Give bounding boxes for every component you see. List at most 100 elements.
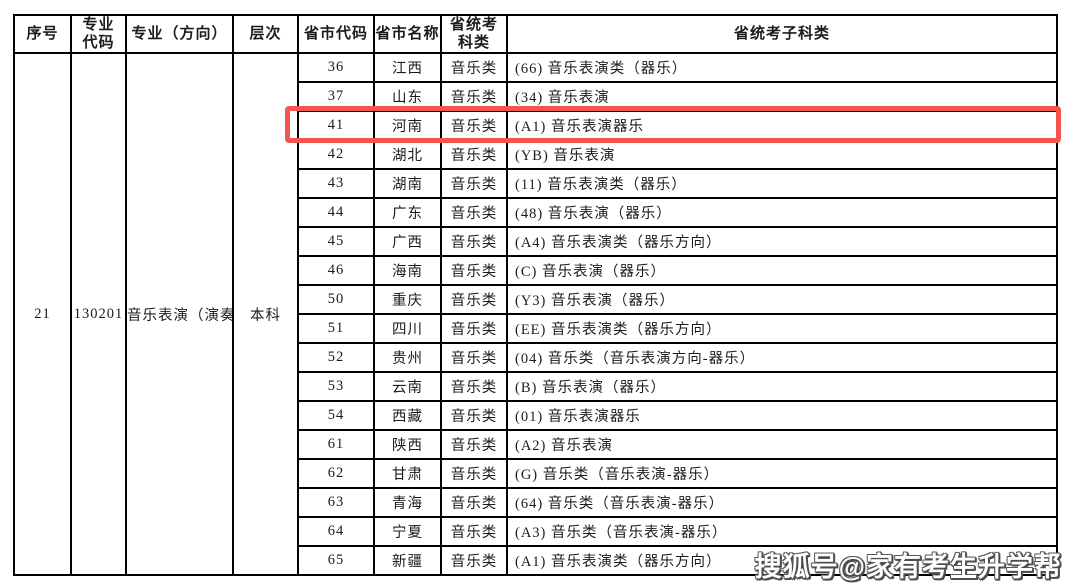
- table-row: 45 广西 音乐类 (A4) 音乐表演类（器乐方向）: [14, 226, 1058, 257]
- province-name-cell: 贵州: [373, 342, 442, 373]
- exam-subcategory-cell: (66) 音乐表演类（器乐）: [506, 52, 1058, 83]
- province-code-cell: 64: [297, 516, 375, 547]
- province-code-cell: 61: [297, 429, 375, 460]
- exam-category-cell: 音乐类: [440, 313, 508, 344]
- province-name-cell: 甘肃: [373, 458, 442, 489]
- province-code-cell: 50: [297, 284, 375, 315]
- exam-subcategory-cell: (A3) 音乐类（音乐表演-器乐）: [506, 516, 1058, 547]
- exam-subcategory-cell: (48) 音乐表演（器乐）: [506, 197, 1058, 228]
- province-code-cell: 54: [297, 400, 375, 431]
- province-name-cell: 宁夏: [373, 516, 442, 547]
- province-name-cell: 四川: [373, 313, 442, 344]
- table-row: 46 海南 音乐类 (C) 音乐表演（器乐）: [14, 255, 1058, 286]
- admission-exam-table: 序号 专业 代码 专业（方向） 层次 省市代码 省市名称 省统考 科类 省统考子…: [13, 14, 1058, 576]
- exam-subcategory-cell: (04) 音乐类（音乐表演方向-器乐）: [506, 342, 1058, 373]
- exam-category-cell: 音乐类: [440, 168, 508, 199]
- header-serial: 序号: [13, 14, 72, 54]
- province-name-cell: 陕西: [373, 429, 442, 460]
- table-row: 63 青海 音乐类 (64) 音乐类（音乐表演-器乐）: [14, 487, 1058, 518]
- province-name-cell: 海南: [373, 255, 442, 286]
- exam-category-cell: 音乐类: [440, 255, 508, 286]
- exam-subcategory-cell: (A4) 音乐表演类（器乐方向）: [506, 226, 1058, 257]
- header-province-code: 省市代码: [297, 14, 375, 54]
- province-name-cell: 河南: [373, 110, 442, 141]
- exam-subcategory-cell: (64) 音乐类（音乐表演-器乐）: [506, 487, 1058, 518]
- exam-category-cell: 音乐类: [440, 139, 508, 170]
- header-exam-category: 省统考 科类: [440, 14, 508, 54]
- table-row: 51 四川 音乐类 (EE) 音乐表演类（器乐方向）: [14, 313, 1058, 344]
- exam-subcategory-cell: (G) 音乐类（音乐表演-器乐）: [506, 458, 1058, 489]
- province-name-cell: 重庆: [373, 284, 442, 315]
- exam-category-cell: 音乐类: [440, 197, 508, 228]
- province-code-cell: 37: [297, 81, 375, 112]
- table-row: 65 新疆 音乐类 (A1) 音乐表演类（器乐方向）: [14, 545, 1058, 576]
- province-code-cell: 41: [297, 110, 375, 141]
- exam-category-cell: 音乐类: [440, 487, 508, 518]
- exam-category-cell: 音乐类: [440, 52, 508, 83]
- province-code-cell: 65: [297, 545, 375, 576]
- header-province-name: 省市名称: [373, 14, 442, 54]
- exam-category-cell: 音乐类: [440, 342, 508, 373]
- province-name-cell: 湖北: [373, 139, 442, 170]
- exam-subcategory-cell: (01) 音乐表演器乐: [506, 400, 1058, 431]
- province-name-cell: 云南: [373, 371, 442, 402]
- exam-category-cell: 音乐类: [440, 371, 508, 402]
- province-name-cell: 青海: [373, 487, 442, 518]
- table-row: 43 湖南 音乐类 (11) 音乐表演类（器乐）: [14, 168, 1058, 199]
- province-code-cell: 62: [297, 458, 375, 489]
- header-major: 专业（方向）: [125, 14, 234, 54]
- province-code-cell: 46: [297, 255, 375, 286]
- province-code-cell: 43: [297, 168, 375, 199]
- exam-category-cell: 音乐类: [440, 110, 508, 141]
- serial-cell: 21: [13, 52, 72, 576]
- major-cell: 音乐表演（演奏）: [125, 52, 234, 576]
- province-code-cell: 53: [297, 371, 375, 402]
- table-row: 61 陕西 音乐类 (A2) 音乐表演: [14, 429, 1058, 460]
- province-name-cell: 广西: [373, 226, 442, 257]
- exam-category-cell: 音乐类: [440, 516, 508, 547]
- exam-subcategory-cell: (A1) 音乐表演类（器乐方向）: [506, 545, 1058, 576]
- table-row: 64 宁夏 音乐类 (A3) 音乐类（音乐表演-器乐）: [14, 516, 1058, 547]
- exam-category-cell: 音乐类: [440, 284, 508, 315]
- watermark-sohu: 搜狐号@家有考生升学帮: [754, 552, 1062, 582]
- exam-category-cell: 音乐类: [440, 429, 508, 460]
- province-name-cell: 广东: [373, 197, 442, 228]
- exam-subcategory-cell: (11) 音乐表演类（器乐）: [506, 168, 1058, 199]
- header-major-code: 专业 代码: [70, 14, 127, 54]
- exam-subcategory-cell: (A2) 音乐表演: [506, 429, 1058, 460]
- province-code-cell: 52: [297, 342, 375, 373]
- province-code-cell: 42: [297, 139, 375, 170]
- province-name-cell: 西藏: [373, 400, 442, 431]
- exam-subcategory-cell: (EE) 音乐表演类（器乐方向）: [506, 313, 1058, 344]
- province-code-cell: 63: [297, 487, 375, 518]
- province-code-cell: 36: [297, 52, 375, 83]
- province-name-cell: 新疆: [373, 545, 442, 576]
- header-row: 序号 专业 代码 专业（方向） 层次 省市代码 省市名称 省统考 科类 省统考子…: [13, 14, 1058, 54]
- province-name-cell: 山东: [373, 81, 442, 112]
- province-code-cell: 51: [297, 313, 375, 344]
- table-row: 53 云南 音乐类 (B) 音乐表演（器乐）: [14, 371, 1058, 402]
- province-code-cell: 45: [297, 226, 375, 257]
- province-name-cell: 江西: [373, 52, 442, 83]
- exam-category-cell: 音乐类: [440, 545, 508, 576]
- exam-subcategory-cell: (A1) 音乐表演器乐: [506, 110, 1058, 141]
- exam-category-cell: 音乐类: [440, 458, 508, 489]
- table-row: 54 西藏 音乐类 (01) 音乐表演器乐: [14, 400, 1058, 431]
- exam-subcategory-cell: (34) 音乐表演: [506, 81, 1058, 112]
- header-exam-subcategory: 省统考子科类: [506, 14, 1058, 54]
- table-row: 41 河南 音乐类 (A1) 音乐表演器乐: [14, 110, 1058, 141]
- table-row: 62 甘肃 音乐类 (G) 音乐类（音乐表演-器乐）: [14, 458, 1058, 489]
- table-row: 52 贵州 音乐类 (04) 音乐类（音乐表演方向-器乐）: [14, 342, 1058, 373]
- table-row: 50 重庆 音乐类 (Y3) 音乐表演（器乐）: [14, 284, 1058, 315]
- exam-subcategory-cell: (C) 音乐表演（器乐）: [506, 255, 1058, 286]
- exam-category-cell: 音乐类: [440, 81, 508, 112]
- table-row: 44 广东 音乐类 (48) 音乐表演（器乐）: [14, 197, 1058, 228]
- exam-category-cell: 音乐类: [440, 226, 508, 257]
- exam-subcategory-cell: (YB) 音乐表演: [506, 139, 1058, 170]
- header-level: 层次: [232, 14, 299, 54]
- level-cell: 本科: [232, 52, 299, 576]
- exam-subcategory-cell: (B) 音乐表演（器乐）: [506, 371, 1058, 402]
- province-code-cell: 44: [297, 197, 375, 228]
